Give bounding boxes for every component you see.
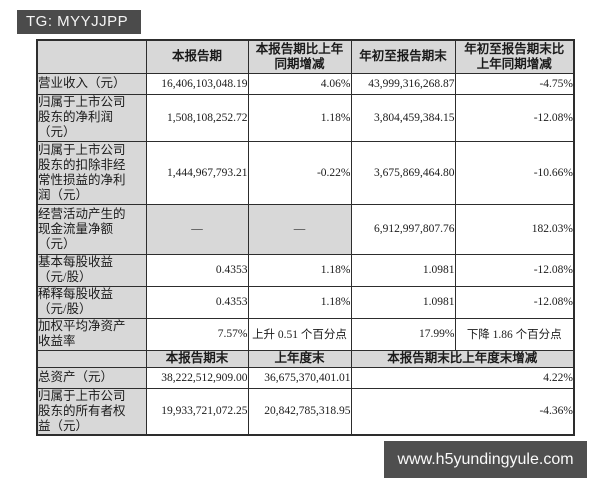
equity-period-end-value: 19,933,721,072.25 bbox=[145, 387, 249, 435]
basic-eps-ytd-value: 1.0981 bbox=[350, 253, 456, 287]
deducted-net-profit-ytd-yoy-value: -10.66% bbox=[454, 140, 575, 205]
deducted-net-profit-yoy-value: -0.22% bbox=[247, 140, 352, 205]
row-operating-cash-flow: 经营活动产生的 现金流量净额 （元） — — 6,912,997,807.76 … bbox=[36, 203, 575, 255]
header-empty-cell bbox=[36, 39, 147, 74]
watermark-bottom-right: www.h5yundingyule.com bbox=[384, 441, 587, 478]
equity-change-value: -4.36% bbox=[350, 387, 575, 435]
basic-eps-current-value: 0.4353 bbox=[145, 253, 249, 287]
row-net-profit: 归属于上市公司 股东的净利润 （元） 1,508,108,252.72 1.18… bbox=[36, 93, 575, 142]
header-prior-year-end: 上年度末 bbox=[247, 349, 352, 368]
row-net-profit-label: 归属于上市公司 股东的净利润 （元） bbox=[36, 93, 147, 142]
net-profit-current-value: 1,508,108,252.72 bbox=[145, 93, 249, 142]
row-weighted-roe: 加权平均净资产 收益率 7.57% 上升 0.51 个百分点 17.99% 下降… bbox=[36, 317, 575, 351]
roe-yoy-change-text: 上升 0.51 个百分点 bbox=[247, 317, 352, 351]
row-operating-cash-flow-label: 经营活动产生的 现金流量净额 （元） bbox=[36, 203, 147, 255]
total-assets-prior-year-value: 36,675,370,401.01 bbox=[247, 366, 352, 389]
row-basic-eps: 基本每股收益 （元/股） 0.4353 1.18% 1.0981 -12.08% bbox=[36, 253, 575, 287]
row-deducted-net-profit: 归属于上市公司 股东的扣除非经 常性损益的净利 润（元） 1,444,967,7… bbox=[36, 140, 575, 205]
total-assets-period-end-value: 38,222,512,909.00 bbox=[145, 366, 249, 389]
revenue-ytd-value: 43,999,316,268.87 bbox=[350, 72, 456, 95]
diluted-eps-ytd-value: 1.0981 bbox=[350, 285, 456, 319]
diluted-eps-yoy-value: 1.18% bbox=[247, 285, 352, 319]
cash-flow-yoy-dash: — bbox=[247, 203, 352, 255]
deducted-net-profit-ytd-value: 3,675,869,464.80 bbox=[350, 140, 456, 205]
row-diluted-eps: 稀释每股收益 （元/股） 0.4353 1.18% 1.0981 -12.08% bbox=[36, 285, 575, 319]
header-row-2: 本报告期末 上年度末 本报告期末比上年度末增减 bbox=[36, 349, 575, 368]
basic-eps-yoy-value: 1.18% bbox=[247, 253, 352, 287]
diluted-eps-current-value: 0.4353 bbox=[145, 285, 249, 319]
header-ytd: 年初至报告期末 bbox=[350, 39, 456, 74]
header-period-end: 本报告期末 bbox=[145, 349, 249, 368]
cash-flow-ytd-value: 6,912,997,807.76 bbox=[350, 203, 456, 255]
row-total-assets: 总资产（元） 38,222,512,909.00 36,675,370,401.… bbox=[36, 366, 575, 389]
basic-eps-ytd-yoy-value: -12.08% bbox=[454, 253, 575, 287]
net-profit-yoy-value: 1.18% bbox=[247, 93, 352, 142]
diluted-eps-ytd-yoy-value: -12.08% bbox=[454, 285, 575, 319]
net-profit-ytd-value: 3,804,459,384.15 bbox=[350, 93, 456, 142]
header-ytd-yoy: 年初至报告期末比 上年同期增减 bbox=[454, 39, 575, 74]
row-total-assets-label: 总资产（元） bbox=[36, 366, 147, 389]
net-profit-ytd-yoy-value: -12.08% bbox=[454, 93, 575, 142]
row-equity: 归属于上市公司 股东的所有者权 益（元） 19,933,721,072.25 2… bbox=[36, 387, 575, 435]
header-current-period-yoy: 本报告期比上年 同期增减 bbox=[247, 39, 352, 74]
row-weighted-roe-label: 加权平均净资产 收益率 bbox=[36, 317, 147, 351]
header-period-end-change: 本报告期末比上年度末增减 bbox=[350, 349, 575, 368]
row-basic-eps-label: 基本每股收益 （元/股） bbox=[36, 253, 147, 287]
watermark-top-left: TG: MYYJJPP bbox=[17, 10, 141, 34]
total-assets-change-value: 4.22% bbox=[350, 366, 575, 389]
equity-prior-year-value: 20,842,785,318.95 bbox=[247, 387, 352, 435]
roe-ytd-yoy-change-text: 下降 1.86 个百分点 bbox=[454, 317, 575, 351]
header-current-period: 本报告期 bbox=[145, 39, 249, 74]
cash-flow-ytd-yoy-value: 182.03% bbox=[454, 203, 575, 255]
deducted-net-profit-current-value: 1,444,967,793.21 bbox=[145, 140, 249, 205]
roe-current-value: 7.57% bbox=[145, 317, 249, 351]
revenue-yoy-value: 4.06% bbox=[247, 72, 352, 95]
header-row-1: 本报告期 本报告期比上年 同期增减 年初至报告期末 年初至报告期末比 上年同期增… bbox=[36, 39, 575, 74]
row-diluted-eps-label: 稀释每股收益 （元/股） bbox=[36, 285, 147, 319]
revenue-current-value: 16,406,103,048.19 bbox=[145, 72, 249, 95]
revenue-ytd-yoy-value: -4.75% bbox=[454, 72, 575, 95]
financial-summary-table: 本报告期 本报告期比上年 同期增减 年初至报告期末 年初至报告期末比 上年同期增… bbox=[36, 39, 575, 436]
row-revenue-label: 营业收入（元） bbox=[36, 72, 147, 95]
row-revenue: 营业收入（元） 16,406,103,048.19 4.06% 43,999,3… bbox=[36, 72, 575, 95]
roe-ytd-value: 17.99% bbox=[350, 317, 456, 351]
row-equity-label: 归属于上市公司 股东的所有者权 益（元） bbox=[36, 387, 147, 435]
row-deducted-net-profit-label: 归属于上市公司 股东的扣除非经 常性损益的净利 润（元） bbox=[36, 140, 147, 205]
cash-flow-current-dash: — bbox=[145, 203, 249, 255]
header2-empty-cell bbox=[36, 349, 147, 368]
